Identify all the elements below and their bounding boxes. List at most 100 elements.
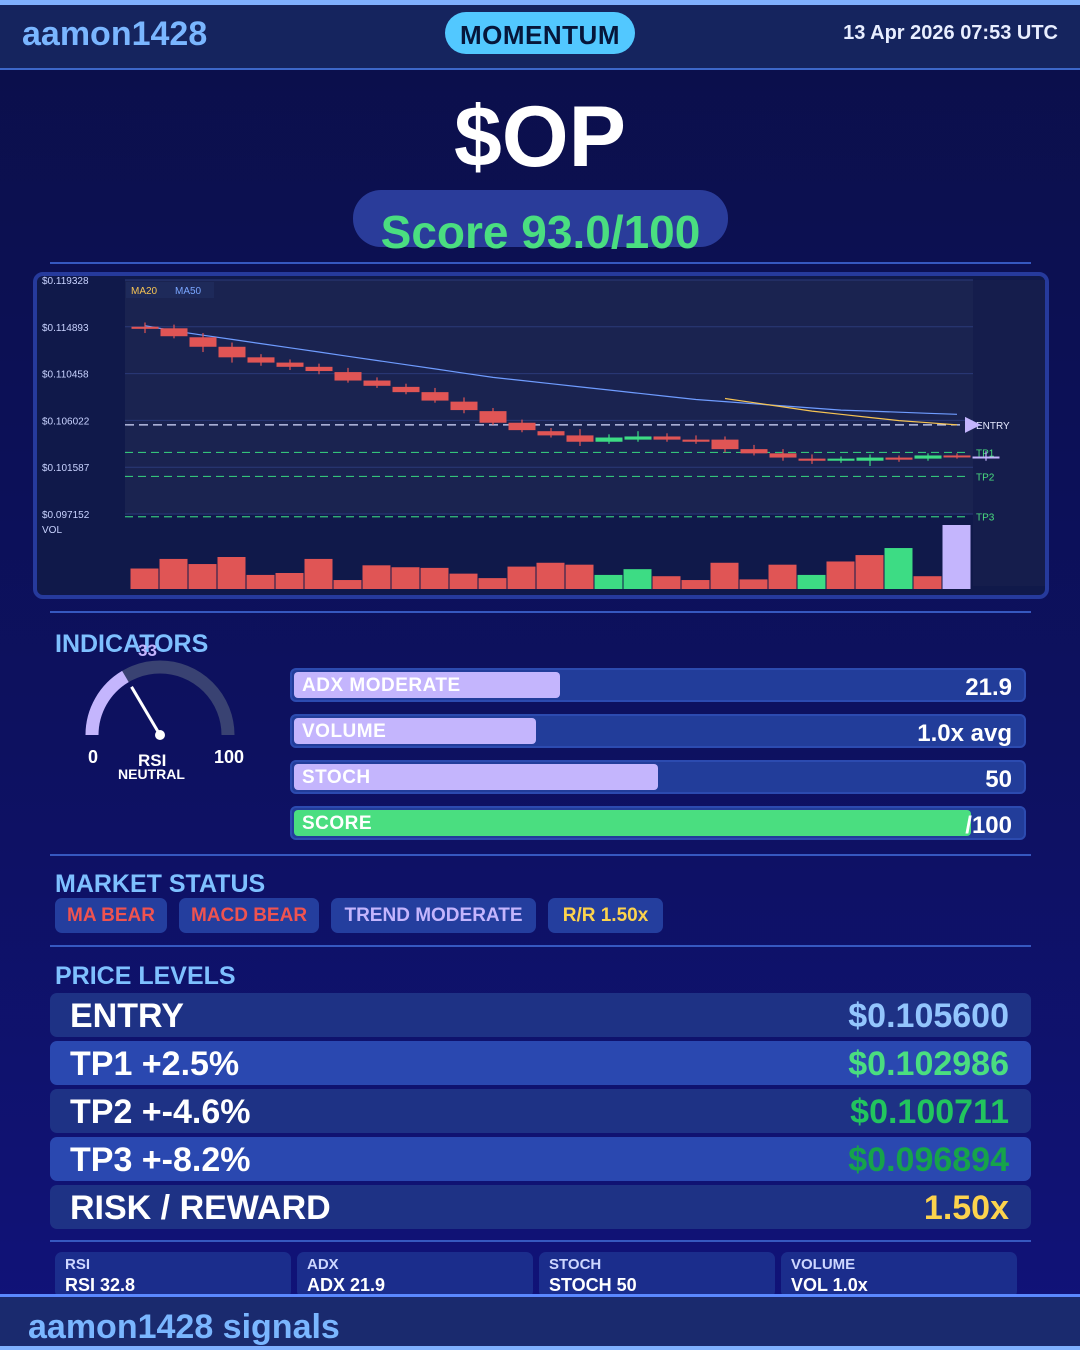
stat-card-volume: VOLUME VOL 1.0x (781, 1252, 1017, 1298)
indicator-bar-volume: VOLUME 1.0x avg (290, 714, 1026, 748)
y-tick-label: $0.097152 (42, 510, 90, 521)
market-status-title: MARKET STATUS (55, 870, 266, 898)
candle-body (595, 437, 623, 442)
bar-value: 50 (985, 766, 1012, 793)
level-price: $0.102986 (848, 1045, 1009, 1083)
stat-value: RSI 32.8 (65, 1275, 136, 1295)
bar-fill (294, 810, 972, 836)
bar-value: 21.9 (965, 674, 1012, 701)
gauge-min-label: 0 (88, 747, 99, 767)
gauge-track (85, 660, 235, 736)
bar-label: ADX MODERATE (302, 675, 461, 696)
candle-body (624, 436, 652, 440)
volume-bar (739, 579, 768, 589)
gauge-max-label: 100 (214, 747, 245, 767)
gauge-fill (85, 670, 129, 736)
candle-body (885, 457, 913, 460)
price-chart: $0.119328 $0.114893 $0.110458 $0.106022 $0.1… (42, 276, 1045, 589)
entry-arrow (965, 416, 981, 433)
y-tick-label: $0.110458 (42, 370, 89, 381)
divider (50, 611, 1031, 613)
volume-bar (536, 562, 565, 589)
volume-bar (623, 569, 652, 589)
status-badge-rr: R/R 1.50x (548, 898, 663, 933)
candle-body (392, 386, 420, 393)
volume-bar (275, 573, 304, 589)
score-pill (353, 190, 728, 247)
footer-text: aamon1428 signals (28, 1308, 340, 1346)
stat-value: ADX 21.9 (307, 1275, 386, 1295)
y-tick-label: $0.106022 (42, 416, 90, 427)
candle-body (479, 411, 507, 423)
divider (50, 945, 1031, 947)
ticker-symbol: $OP (453, 89, 627, 185)
ma20-line (724, 397, 958, 426)
stat-value: VOL 1.0x (791, 1275, 868, 1295)
y-tick-label: $0.114893 (42, 323, 89, 334)
volume-bar (391, 567, 420, 589)
level-price: $0.105600 (848, 997, 1009, 1035)
plot-area (125, 280, 973, 514)
volume-bar (826, 561, 855, 589)
volume-bar (333, 580, 362, 589)
volume-bar (652, 576, 681, 589)
ma50-line (144, 325, 958, 415)
candle-body (972, 456, 1000, 459)
score-text: Score 93.0/100 (380, 206, 701, 258)
candle-body (943, 455, 971, 458)
level-name: RISK / REWARD (70, 1189, 331, 1227)
candle-body (682, 439, 710, 442)
candle-body (566, 435, 594, 442)
candle-body (363, 380, 391, 386)
bar-fill (294, 764, 658, 790)
divider (50, 1240, 1031, 1242)
volume-bar (449, 573, 478, 589)
volume-bar (768, 564, 797, 589)
candle-body (740, 449, 768, 454)
candle-body (798, 458, 826, 461)
level-name: ENTRY (70, 997, 184, 1035)
volume-bar (507, 566, 536, 589)
footer-bar (0, 1294, 1080, 1350)
y-tick-label: $0.119328 (42, 276, 89, 287)
divider (50, 262, 1031, 264)
plot-side-margin (973, 280, 1045, 586)
candle-body (653, 436, 681, 440)
level-row-tp1: TP1 +2.5% $0.102986 (50, 1041, 1031, 1085)
volume-label: VOL (42, 525, 62, 536)
volume-bar (797, 574, 826, 589)
level-price: $0.100711 (850, 1093, 1009, 1131)
gauge-hub (155, 730, 165, 740)
candle-body (856, 457, 884, 461)
bar-fill (294, 672, 561, 698)
status-badge-macd: MACD BEAR (179, 898, 319, 933)
stat-card-rsi: RSI RSI 32.8 (55, 1252, 291, 1298)
level-price: $0.096894 (848, 1141, 1009, 1179)
legend-box (126, 282, 214, 298)
volume-bar (130, 568, 159, 589)
gauge-state: NEUTRAL (118, 766, 185, 782)
level-label-tp1: TP1 (976, 448, 995, 459)
candle-body (305, 366, 333, 372)
level-row-entry: ENTRY $0.105600 (50, 993, 1031, 1037)
level-name: TP2 +-4.6% (70, 1093, 251, 1131)
indicators-title: INDICATORS (55, 630, 209, 658)
volume-bar (478, 578, 507, 589)
indicator-bar-adx: ADX MODERATE 21.9 (290, 668, 1026, 702)
volume-bar (188, 564, 217, 589)
level-price: 1.50x (923, 1189, 1009, 1227)
candle-body (711, 439, 739, 450)
bar-value: 1.0x avg (917, 720, 1012, 747)
candle-body (827, 458, 855, 461)
gauge-value: 33 (138, 641, 157, 660)
level-row-tp3: TP3 +-8.2% $0.096894 (50, 1137, 1031, 1181)
stat-key: VOLUME (791, 1256, 856, 1273)
volume-bar (362, 565, 391, 589)
candle-body (421, 392, 449, 401)
volume-bar (942, 525, 971, 589)
stat-key: ADX (307, 1256, 339, 1273)
status-badge-trend: TREND MODERATE (331, 898, 536, 933)
gauge-needle (130, 686, 162, 736)
volume-bar (855, 555, 884, 589)
legend-ma50: MA50 (175, 286, 202, 297)
